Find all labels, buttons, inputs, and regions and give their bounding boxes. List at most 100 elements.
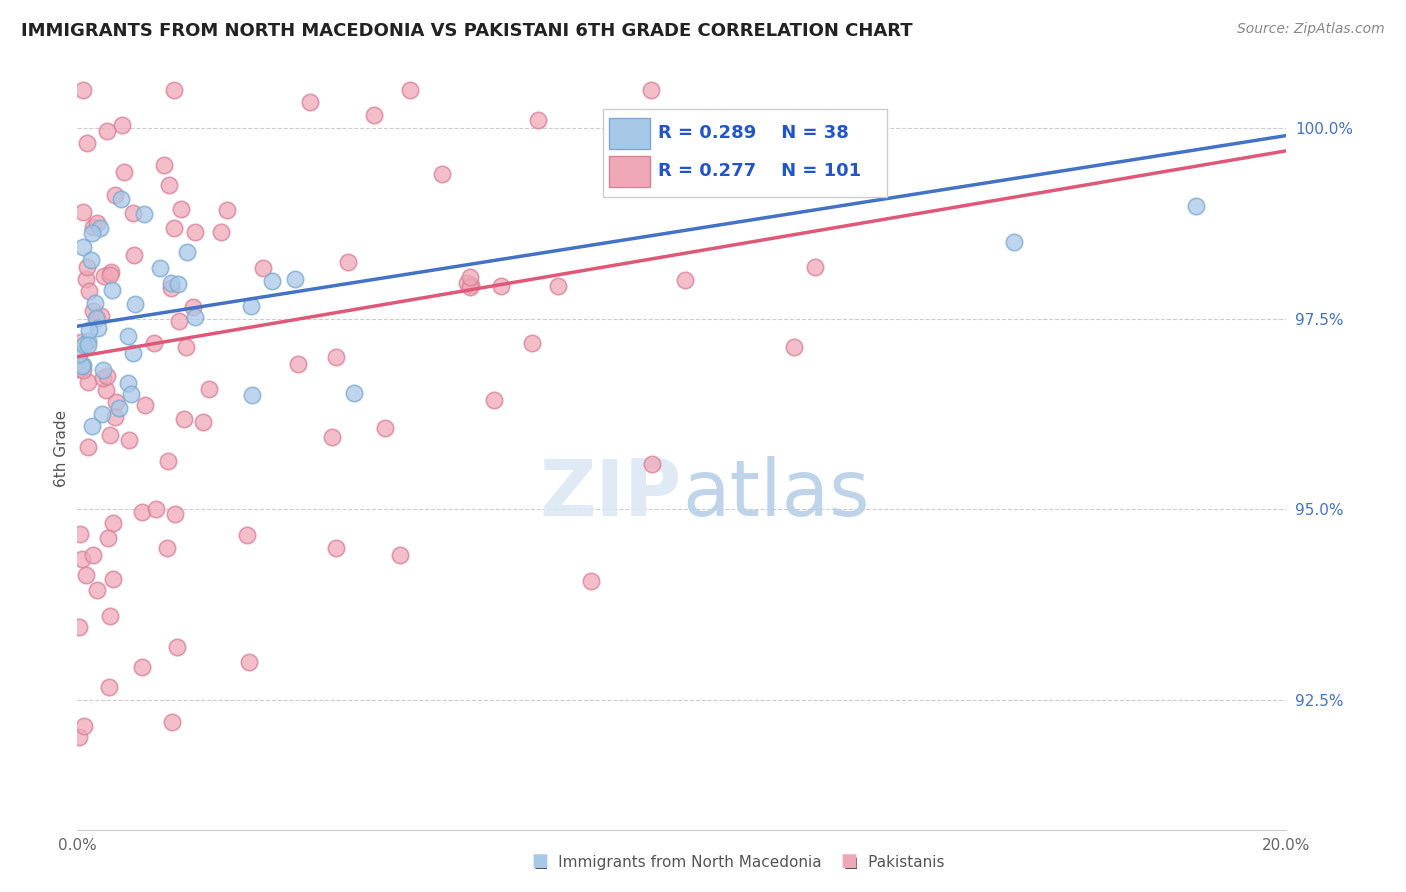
Point xyxy=(86,311,108,326)
Point xyxy=(167,277,190,291)
Point xyxy=(526,112,548,127)
Point xyxy=(105,395,128,409)
Point xyxy=(458,270,481,285)
Point xyxy=(72,204,94,219)
Text: ■  Pakistanis: ■ Pakistanis xyxy=(844,855,943,870)
Point xyxy=(72,240,94,254)
Point xyxy=(520,336,543,351)
Point xyxy=(489,279,512,293)
Point xyxy=(803,260,825,275)
Point xyxy=(374,420,396,434)
Text: R = 0.277    N = 101: R = 0.277 N = 101 xyxy=(658,162,860,180)
Point xyxy=(82,418,104,433)
Point xyxy=(76,440,98,454)
Point xyxy=(91,407,114,421)
Point xyxy=(215,202,238,217)
Point xyxy=(96,383,118,397)
Point xyxy=(162,83,184,97)
Point xyxy=(67,730,90,744)
Text: IMMIGRANTS FROM NORTH MACEDONIA VS PAKISTANI 6TH GRADE CORRELATION CHART: IMMIGRANTS FROM NORTH MACEDONIA VS PAKIS… xyxy=(21,22,912,40)
Point xyxy=(157,454,180,468)
Point xyxy=(77,338,100,352)
Point xyxy=(111,119,134,133)
Point xyxy=(163,220,186,235)
Point xyxy=(122,247,145,261)
Point xyxy=(170,202,193,216)
Point xyxy=(108,401,131,415)
Point xyxy=(86,583,108,598)
Point xyxy=(77,375,100,389)
Point xyxy=(76,260,98,275)
Point xyxy=(238,655,260,669)
Text: atlas: atlas xyxy=(682,456,869,532)
Point xyxy=(156,541,179,555)
Point xyxy=(337,255,360,269)
Point xyxy=(152,158,174,172)
Point xyxy=(96,369,118,384)
Point xyxy=(159,276,181,290)
Point xyxy=(66,362,89,376)
Text: Source: ZipAtlas.com: Source: ZipAtlas.com xyxy=(1237,22,1385,37)
FancyBboxPatch shape xyxy=(609,156,651,186)
Point xyxy=(110,192,132,206)
FancyBboxPatch shape xyxy=(609,118,651,148)
Point xyxy=(640,83,662,97)
Point xyxy=(134,398,156,412)
Text: R = 0.289    N = 38: R = 0.289 N = 38 xyxy=(658,124,849,142)
Point xyxy=(142,336,165,351)
Point xyxy=(145,501,167,516)
Point xyxy=(260,274,283,288)
Point xyxy=(399,83,422,97)
Point xyxy=(287,357,309,371)
Point xyxy=(581,574,603,588)
Point xyxy=(86,216,108,230)
Text: ■: ■ xyxy=(841,852,858,870)
Point xyxy=(132,206,155,220)
Point xyxy=(76,334,98,348)
Point xyxy=(167,314,190,328)
Point xyxy=(91,362,114,376)
Point xyxy=(100,265,122,279)
Point xyxy=(72,359,94,373)
Point xyxy=(67,620,90,634)
Point xyxy=(77,323,100,337)
Point xyxy=(101,284,124,298)
Point xyxy=(673,273,696,287)
Point xyxy=(90,309,112,323)
Point xyxy=(430,167,453,181)
Point xyxy=(82,304,104,318)
Point xyxy=(198,382,221,396)
Point xyxy=(93,371,115,385)
Point xyxy=(104,187,127,202)
Point xyxy=(72,362,94,376)
Point xyxy=(1184,199,1206,213)
Point xyxy=(97,531,120,545)
FancyBboxPatch shape xyxy=(603,109,887,196)
Point xyxy=(484,392,506,407)
Point xyxy=(80,253,103,268)
Point xyxy=(456,276,478,290)
Point xyxy=(86,310,108,325)
Point xyxy=(209,225,232,239)
Point xyxy=(160,715,183,730)
Point xyxy=(77,284,100,298)
Text: ■  Immigrants from North Macedonia: ■ Immigrants from North Macedonia xyxy=(534,855,823,870)
Point xyxy=(325,350,347,364)
Point xyxy=(103,516,125,530)
Point xyxy=(120,387,142,401)
Point xyxy=(122,345,145,359)
Point xyxy=(96,124,118,138)
Point xyxy=(163,507,186,521)
Point xyxy=(166,640,188,654)
Point xyxy=(69,335,91,350)
Point xyxy=(131,660,153,674)
Point xyxy=(299,95,322,109)
Point xyxy=(70,551,93,566)
Point xyxy=(89,221,111,235)
Point xyxy=(83,296,105,310)
Point xyxy=(176,244,198,259)
Point xyxy=(458,280,481,294)
Point xyxy=(792,116,814,130)
Point xyxy=(460,277,482,292)
Point xyxy=(82,219,104,234)
